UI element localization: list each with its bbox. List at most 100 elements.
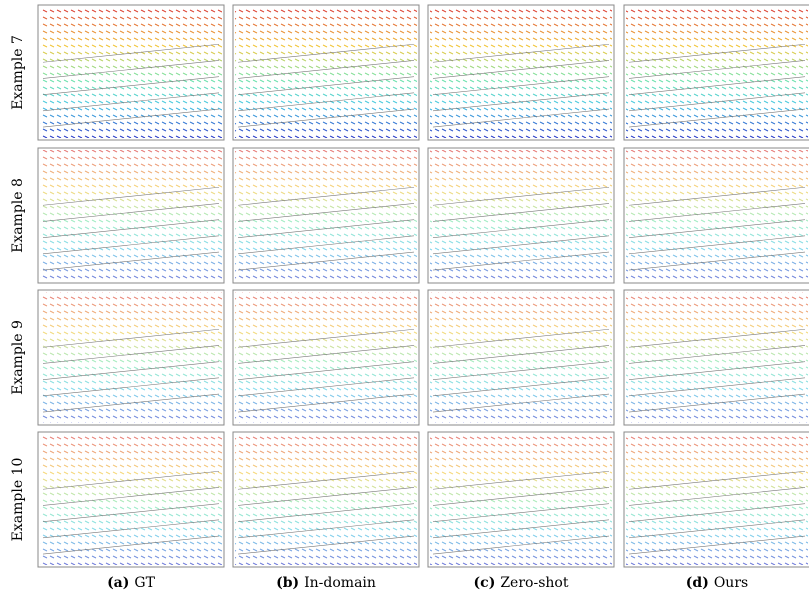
scene-line (628, 470, 806, 490)
scene-line (42, 251, 220, 271)
image-panel (427, 289, 615, 426)
image-panel (232, 4, 420, 141)
scene-line (628, 219, 806, 238)
caption-tag: (d) (686, 575, 709, 591)
scene-line (42, 235, 220, 255)
row-label: Example 7 (10, 35, 26, 110)
scene-line (42, 43, 220, 63)
scene-line (628, 60, 806, 79)
scene-line (42, 393, 220, 413)
caption-tag: (a) (107, 575, 129, 591)
scene-line (628, 235, 806, 255)
scene-line (628, 76, 806, 95)
scene-line (237, 203, 415, 222)
scene-line (432, 108, 610, 128)
image-panel (427, 431, 615, 568)
scene-line (628, 43, 806, 63)
scene-line (432, 203, 610, 222)
flow-arrows (430, 434, 612, 565)
scene-line (628, 377, 806, 397)
panel-border (232, 147, 420, 284)
scene-line (42, 203, 220, 222)
panel-border (37, 147, 225, 284)
scene-line (237, 219, 415, 238)
image-panel (623, 4, 809, 141)
panel-border (427, 147, 615, 284)
scene-line (42, 361, 220, 380)
scene-line (42, 92, 220, 112)
flow-arrows (40, 7, 222, 138)
flow-arrows (40, 434, 222, 565)
image-panel (427, 4, 615, 141)
scene-line (42, 535, 220, 555)
scene-line (432, 251, 610, 271)
scene-line (628, 92, 806, 112)
scene-line (432, 535, 610, 555)
image-panel (232, 147, 420, 284)
caption-label: GT (134, 575, 155, 591)
flow-arrows (235, 150, 417, 281)
scene-line (237, 186, 415, 206)
scene-line (237, 92, 415, 112)
flow-arrows (430, 150, 612, 281)
scene-line (432, 60, 610, 79)
flow-arrows (626, 7, 808, 138)
scene-line (628, 503, 806, 522)
scene-line (237, 60, 415, 79)
scene-line (42, 519, 220, 539)
scene-line (432, 470, 610, 490)
scene-line (628, 535, 806, 555)
scene-line (237, 487, 415, 506)
column-caption: (b) In-domain (276, 575, 376, 591)
row-label: Example 8 (10, 178, 26, 253)
scene-line (628, 203, 806, 222)
image-panel (37, 147, 225, 284)
scene-line (42, 345, 220, 364)
scene-line (237, 328, 415, 348)
scene-line (432, 361, 610, 380)
scene-line (42, 503, 220, 522)
flow-arrows (235, 292, 417, 423)
column-caption: (c) Zero-shot (474, 575, 569, 591)
scene-line (42, 377, 220, 397)
labels: Example 7 Example 8 Example 9 Example 10 (a)… (10, 35, 748, 591)
scene-line (237, 251, 415, 271)
scene-line (42, 487, 220, 506)
caption-tag: (b) (276, 575, 299, 591)
scene-line (628, 328, 806, 348)
image-panel (623, 431, 809, 568)
scene-line (432, 186, 610, 206)
caption-label: Ours (714, 575, 748, 591)
image-panel (232, 431, 420, 568)
scene-line (42, 76, 220, 95)
panel-border (623, 431, 809, 568)
panel-border (623, 147, 809, 284)
scene-line (237, 235, 415, 255)
scene-line (237, 393, 415, 413)
scene-line (432, 519, 610, 539)
flow-arrows (430, 7, 612, 138)
panel-border (37, 4, 225, 141)
flow-arrows (235, 7, 417, 138)
panel-border (427, 289, 615, 426)
flow-arrows (626, 292, 808, 423)
scene-line (237, 519, 415, 539)
scene-line (432, 92, 610, 112)
scene-line (628, 361, 806, 380)
scene-line (42, 219, 220, 238)
scene-line (432, 235, 610, 255)
panel-border (623, 289, 809, 426)
image-panel (37, 289, 225, 426)
image-panel (427, 147, 615, 284)
flow-arrows (626, 434, 808, 565)
scene-line (42, 108, 220, 128)
scene-line (432, 219, 610, 238)
scene-line (628, 393, 806, 413)
scene-line (237, 361, 415, 380)
row-label: Example 9 (10, 320, 26, 395)
scene-line (432, 393, 610, 413)
scene-line (42, 60, 220, 79)
scene-line (432, 76, 610, 95)
panel-border (623, 4, 809, 141)
flow-arrows (626, 150, 808, 281)
